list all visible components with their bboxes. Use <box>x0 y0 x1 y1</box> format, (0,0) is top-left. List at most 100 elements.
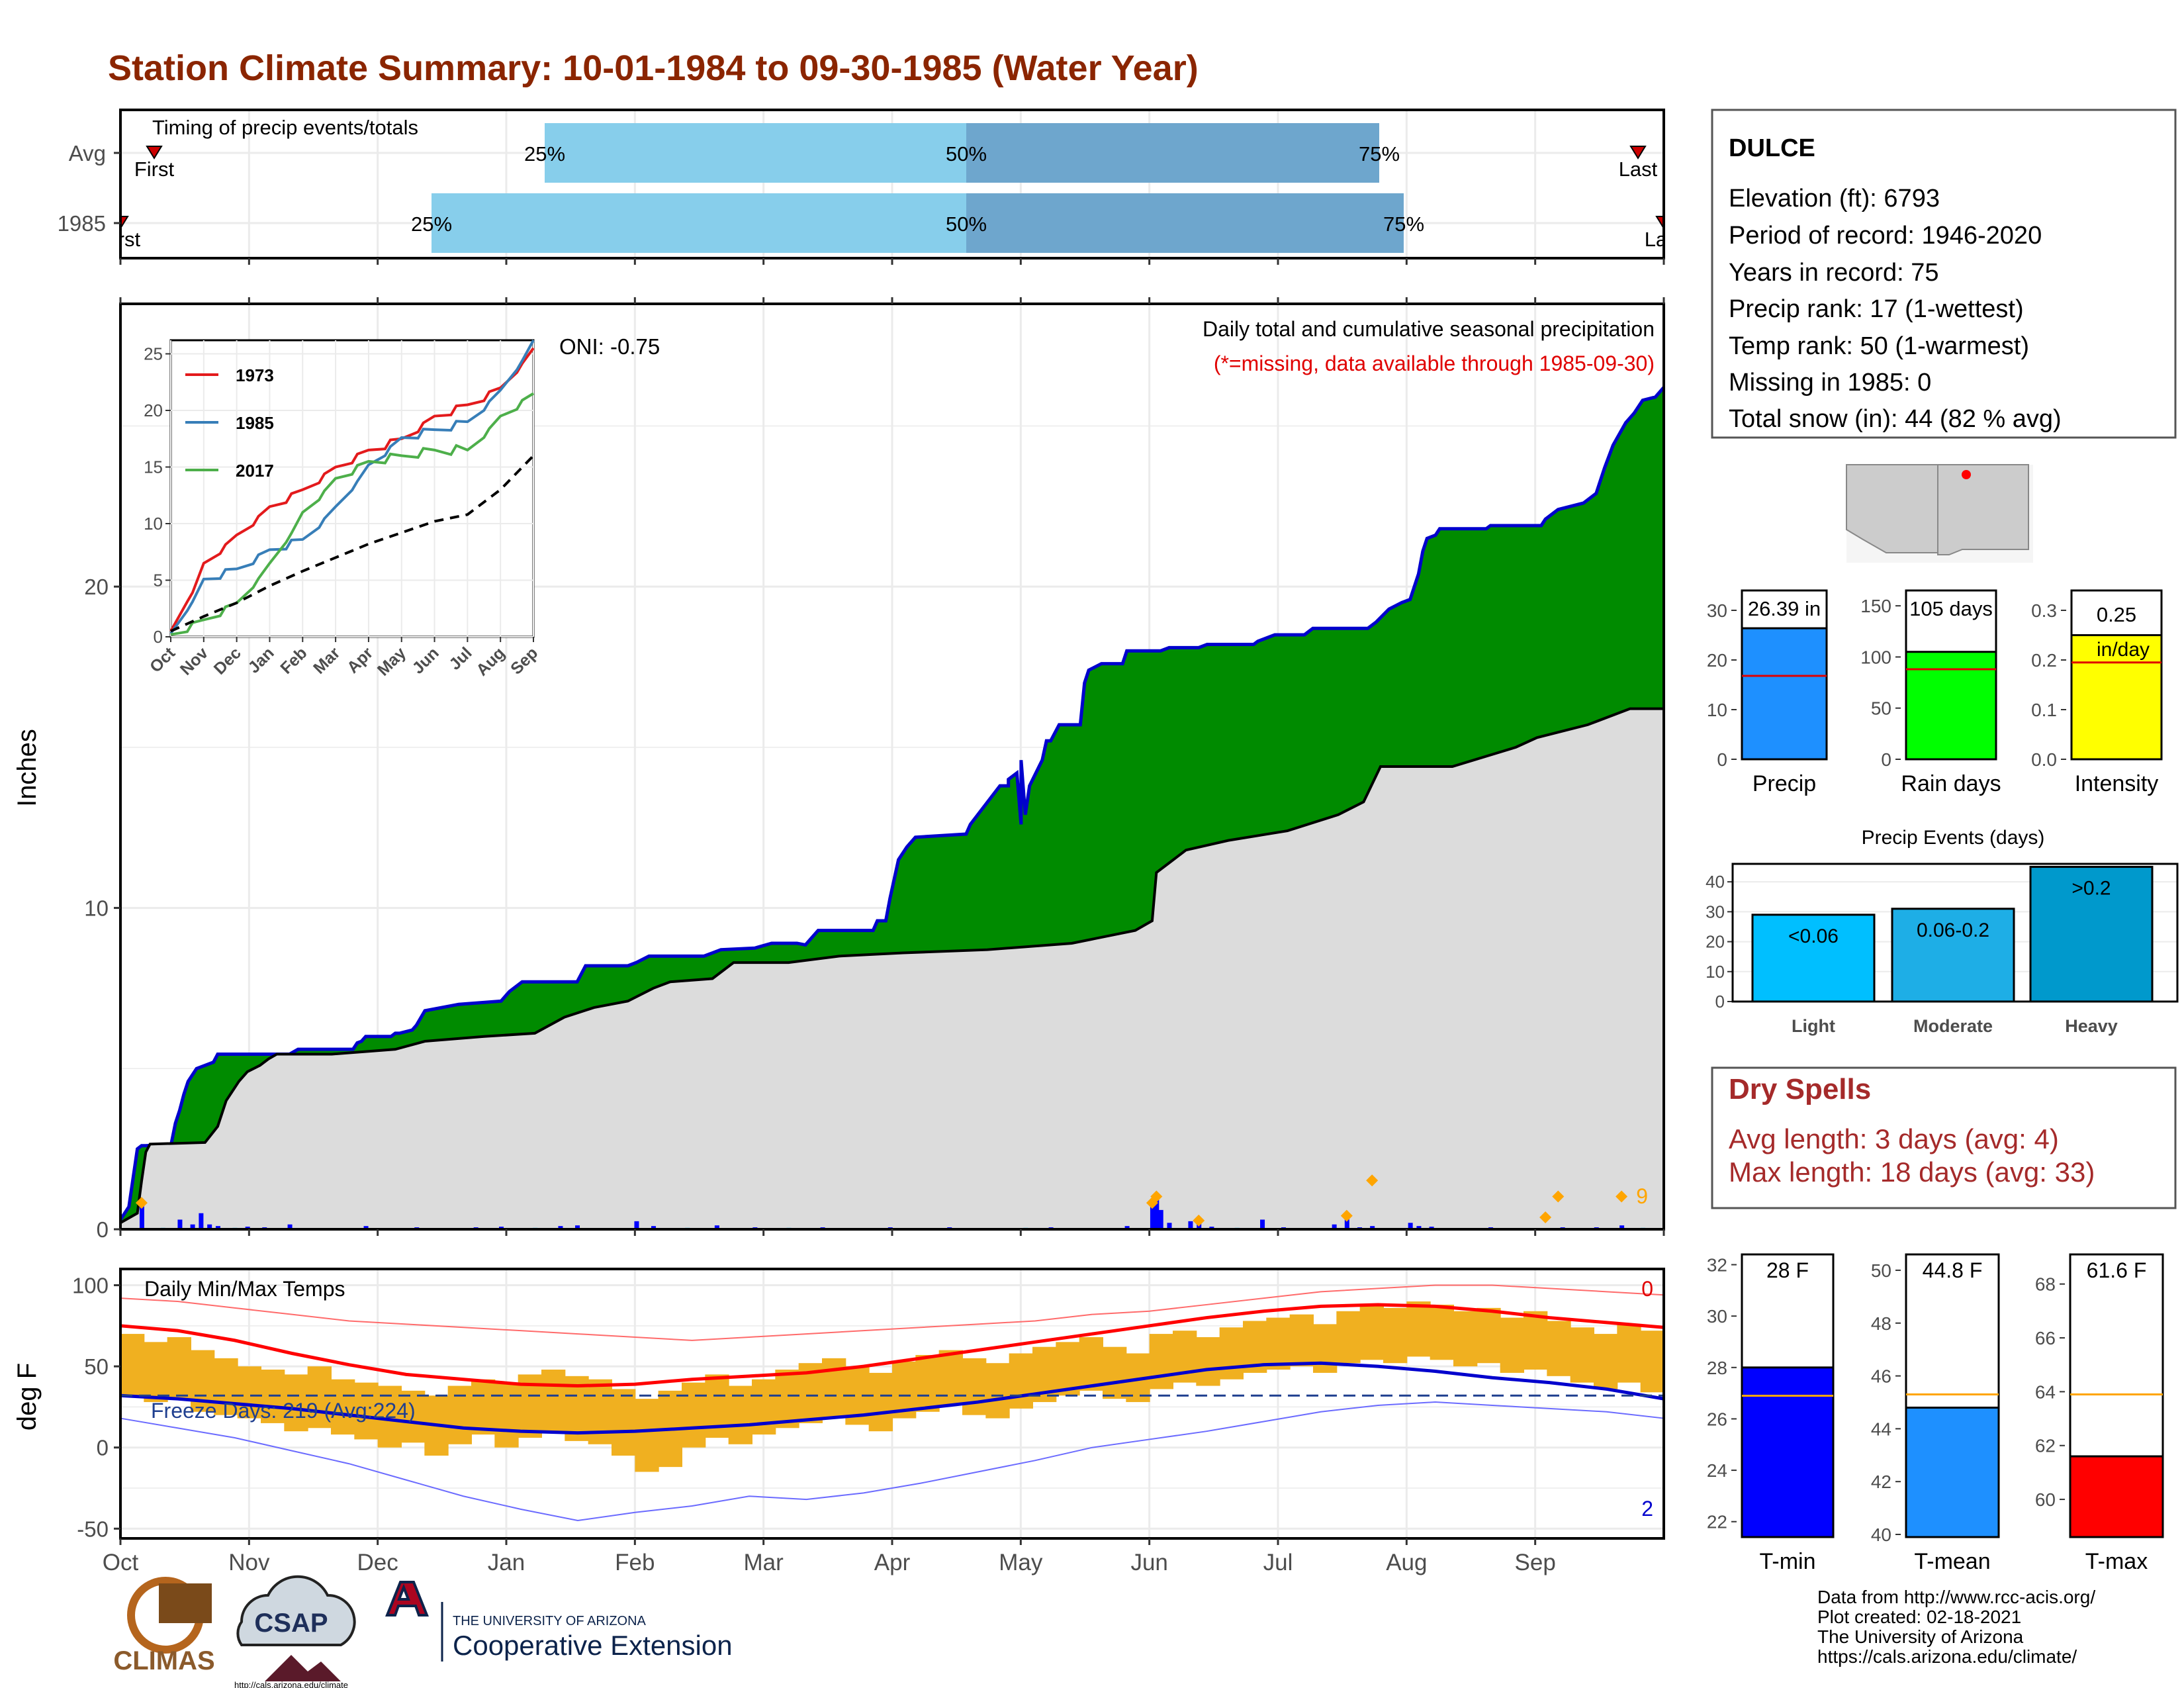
summary-value-label: 105 days <box>1909 597 1993 620</box>
daily-precip-bar <box>1188 1221 1193 1229</box>
daily-temp-bar <box>1219 1327 1244 1380</box>
daily-temp-bar <box>1640 1331 1664 1393</box>
temp-summary-ytick-label: 24 <box>1707 1460 1727 1481</box>
daily-temp-bar <box>962 1358 987 1415</box>
heavy-event-marker <box>1193 1214 1205 1227</box>
daily-precip-bar <box>1154 1197 1160 1229</box>
summary-ytick-label: 10 <box>1707 700 1727 720</box>
temp-ytick-label: 0 <box>97 1436 109 1460</box>
timing-row-label: 1985 <box>58 211 106 236</box>
precip-event-category: Light <box>1792 1016 1835 1036</box>
temp-summary-value-label: 61.6 F <box>2087 1258 2147 1282</box>
daily-temp-bar <box>307 1366 332 1429</box>
summary-ytick-label: 0 <box>1717 749 1727 770</box>
month-tick-label: Apr <box>874 1550 911 1575</box>
footer-line: https://cals.arizona.edu/climate/ <box>1817 1646 2077 1667</box>
footer-line: The University of Arizona <box>1817 1626 2024 1647</box>
daily-temp-bar <box>214 1358 238 1415</box>
events-title: Precip Events (days) <box>1862 827 2045 849</box>
record-high-line <box>120 1284 1664 1341</box>
daily-temp-bar <box>1336 1311 1361 1364</box>
daily-precip-bar <box>634 1221 639 1229</box>
summary-value-label: 26.39 in <box>1748 597 1821 620</box>
summary-ytick-label: 0.3 <box>2031 600 2057 621</box>
month-tick-label: Dec <box>357 1550 398 1575</box>
csap-url: http://cals.arizona.edu/climate <box>234 1680 348 1688</box>
daily-precip-bar <box>1150 1203 1155 1229</box>
summary-category-label: Rain days <box>1901 771 2001 796</box>
timing-bar-q1 <box>545 123 966 183</box>
min-count: 2 <box>1641 1497 1653 1521</box>
daily-temp-bar <box>868 1372 893 1432</box>
temp-summary-ytick-label: 68 <box>2035 1274 2056 1295</box>
station-line: Period of record: 1946-2020 <box>1729 222 2042 250</box>
timing-p25-label: 25% <box>524 142 565 165</box>
timing-p50-label: 50% <box>946 142 987 165</box>
timing-panel: 25%50%75%FirstLast25%50%75%FirstLastAvg1… <box>0 109 1684 265</box>
temp-summary-category-label: T-max <box>2085 1549 2148 1574</box>
temp-title: Daily Min/Max Temps <box>144 1277 345 1301</box>
timing-row-label: Avg <box>69 141 106 165</box>
daily-temp-bar <box>1383 1307 1408 1364</box>
daily-precip-bar <box>139 1203 144 1229</box>
temp-summary-bar <box>2069 1455 2164 1538</box>
inset-ytick-label: 0 <box>154 627 163 647</box>
csap-mountain-icon <box>265 1655 341 1681</box>
timing-label: Timing of precip events/totals <box>152 116 418 139</box>
dry-spells-line: Max length: 18 days (avg: 33) <box>1729 1156 2095 1188</box>
inset-legend-label: 1985 <box>236 413 274 433</box>
dry-spells-box <box>1711 1066 2177 1209</box>
summary-category-label: Precip <box>1752 771 1816 796</box>
max-count: 0 <box>1641 1277 1653 1301</box>
timing-bar-q2 <box>966 123 1379 183</box>
temp-summary-ytick-label: 32 <box>1707 1255 1727 1276</box>
first-label: First <box>134 158 175 181</box>
timing-bar-q2 <box>966 193 1404 253</box>
avg-max-line <box>120 1303 1664 1388</box>
page-title: Station Climate Summary: 10-01-1984 to 0… <box>108 48 1199 88</box>
daily-temp-bar <box>1617 1324 1641 1383</box>
daily-precip-bar <box>1260 1219 1265 1229</box>
precip-event-category: Moderate <box>1913 1016 1993 1036</box>
events-ytick-label: 30 <box>1706 902 1725 921</box>
daily-temp-bar <box>471 1379 496 1435</box>
daily-precip-bar <box>558 1226 563 1229</box>
summary-ytick-label: 0.1 <box>2031 700 2057 720</box>
csap-cloud-icon <box>236 1575 356 1646</box>
station-name: DULCE <box>1729 134 1815 162</box>
summary-bar <box>1741 627 1828 761</box>
timing-p25-label: 25% <box>411 212 452 236</box>
daily-precip-bar <box>177 1219 183 1229</box>
daily-precip-bar <box>1167 1223 1172 1229</box>
avg-min-line <box>120 1361 1664 1435</box>
temp-summary-ytick-label: 26 <box>1707 1409 1727 1429</box>
oni-label: ONI: -0.75 <box>559 334 660 359</box>
daily-temp-bar <box>144 1342 168 1403</box>
temp-summary-value-label: 28 F <box>1766 1258 1809 1282</box>
precip-ytick-label: 0 <box>97 1217 109 1242</box>
dry-spells-line: Avg length: 3 days (avg: 4) <box>1729 1123 2059 1154</box>
heavy-event-marker <box>1539 1211 1552 1224</box>
daily-temp-bar <box>1524 1311 1548 1370</box>
daily-temp-bar <box>1547 1321 1571 1376</box>
daily-temp-bar <box>494 1382 519 1448</box>
daily-temp-bar <box>1500 1317 1524 1373</box>
precip-event-bar <box>1891 908 2015 1003</box>
daily-temp-bar <box>588 1379 612 1444</box>
daily-temp-bar <box>612 1389 636 1456</box>
station-line: Missing in 1985: 0 <box>1729 369 1931 397</box>
daily-temp-bar <box>237 1366 261 1419</box>
footer-line: Data from http://www.rcc-acis.org/ <box>1817 1587 2095 1607</box>
daily-temp-bar <box>635 1399 659 1472</box>
daily-temp-bar <box>167 1336 191 1399</box>
summary-value-label: 0.25 <box>2097 603 2136 626</box>
daily-precip-bar <box>1197 1223 1202 1229</box>
temp-summary-ytick-label: 64 <box>2035 1382 2056 1402</box>
inset-ytick-label: 10 <box>144 514 163 534</box>
precip-ytick-label: 10 <box>84 896 109 921</box>
events-ytick-label: 10 <box>1706 962 1725 982</box>
timing-p75-label: 75% <box>1383 212 1424 236</box>
station-location-marker <box>1962 470 1971 479</box>
daily-precip-bar <box>199 1213 204 1229</box>
dry-spells-title: Dry Spells <box>1729 1073 1871 1105</box>
